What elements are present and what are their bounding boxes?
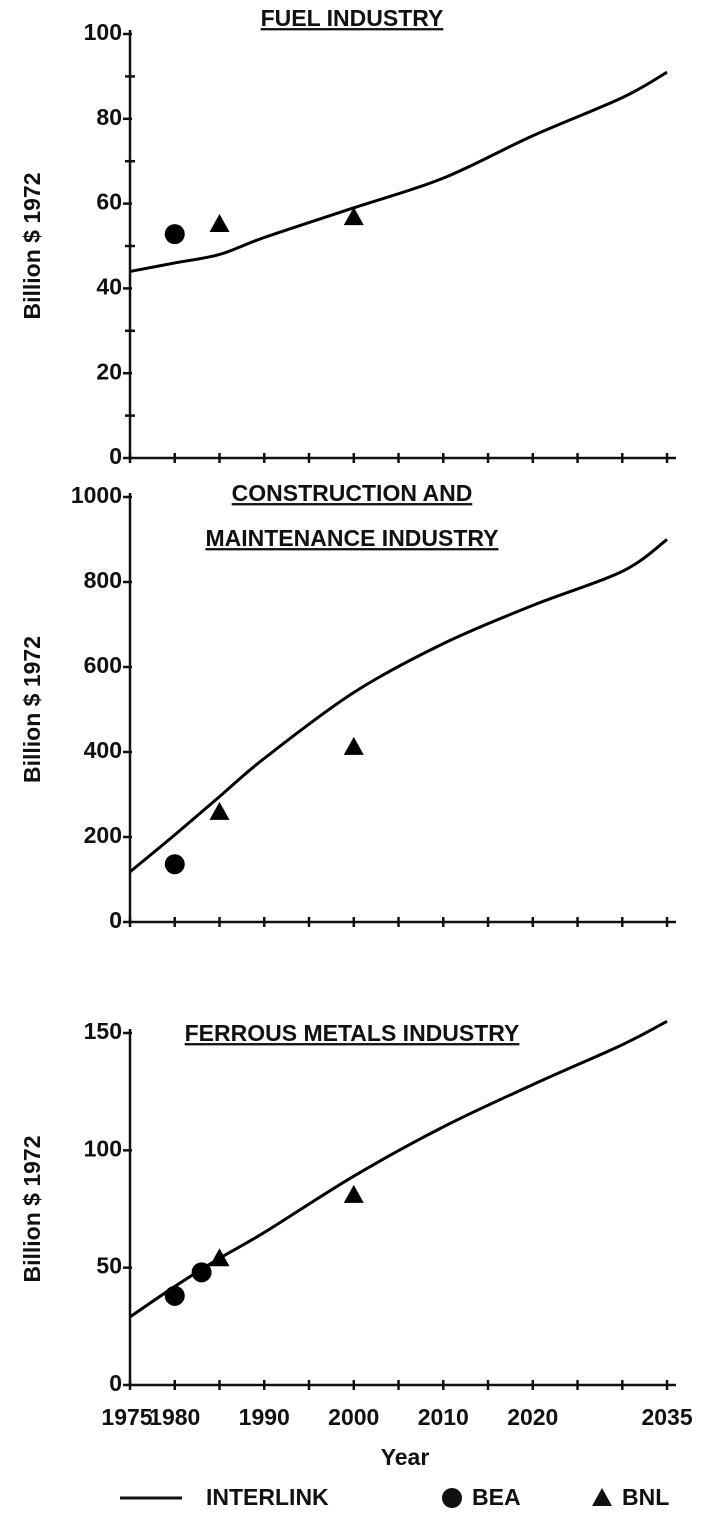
point — [209, 213, 230, 232]
legend-label: BNL — [622, 1484, 669, 1510]
y-tick-label: 1000 — [71, 482, 122, 508]
point — [164, 224, 185, 245]
x-tick-label: 1980 — [149, 1404, 200, 1430]
y-tick-label: 20 — [96, 358, 122, 384]
y-tick-label: 0 — [109, 1370, 122, 1396]
chart-title: MAINTENANCE INDUSTRY — [205, 525, 498, 551]
y-tick-label: 100 — [84, 19, 122, 45]
y-axis-label: Billion $ 1972 — [19, 172, 45, 319]
y-tick-label: 50 — [96, 1253, 122, 1279]
point — [343, 736, 364, 755]
point — [343, 1184, 364, 1203]
point — [209, 1248, 230, 1267]
y-tick-label: 40 — [96, 273, 122, 299]
point — [343, 207, 364, 226]
x-tick-label: 1975 — [101, 1404, 152, 1430]
y-tick-label: 60 — [96, 189, 122, 215]
y-tick-label: 0 — [109, 907, 122, 933]
y-tick-label: 100 — [84, 1135, 122, 1161]
y-tick-label: 200 — [84, 822, 122, 848]
line — [129, 70, 668, 273]
legend-label: INTERLINK — [206, 1484, 329, 1510]
point — [209, 801, 230, 820]
point — [164, 1285, 185, 1306]
legend-marker — [592, 1488, 612, 1506]
legend-label: BEA — [472, 1484, 521, 1510]
chart-title: FUEL INDUSTRY — [261, 5, 444, 31]
point — [191, 1262, 212, 1283]
chart-title: CONSTRUCTION AND — [232, 480, 473, 506]
y-tick-label: 150 — [84, 1018, 122, 1044]
x-tick-label: 1990 — [239, 1404, 290, 1430]
y-axis-label: Billion $ 1972 — [19, 636, 45, 783]
x-tick-label: 2010 — [418, 1404, 469, 1430]
y-tick-label: 80 — [96, 104, 122, 130]
y-tick-label: 0 — [109, 443, 122, 469]
line — [129, 538, 668, 874]
point — [164, 854, 185, 875]
chart-title: FERROUS METALS INDUSTRY — [185, 1020, 520, 1046]
y-tick-label: 600 — [84, 652, 122, 678]
x-tick-label: 2020 — [507, 1404, 558, 1430]
x-axis-label: Year — [381, 1444, 430, 1470]
y-axis-label: Billion $ 1972 — [19, 1135, 45, 1282]
x-tick-label: 2035 — [641, 1404, 692, 1430]
x-tick-label: 2000 — [328, 1404, 379, 1430]
y-tick-label: 400 — [84, 737, 122, 763]
legend-marker — [442, 1488, 462, 1508]
y-tick-label: 800 — [84, 567, 122, 593]
